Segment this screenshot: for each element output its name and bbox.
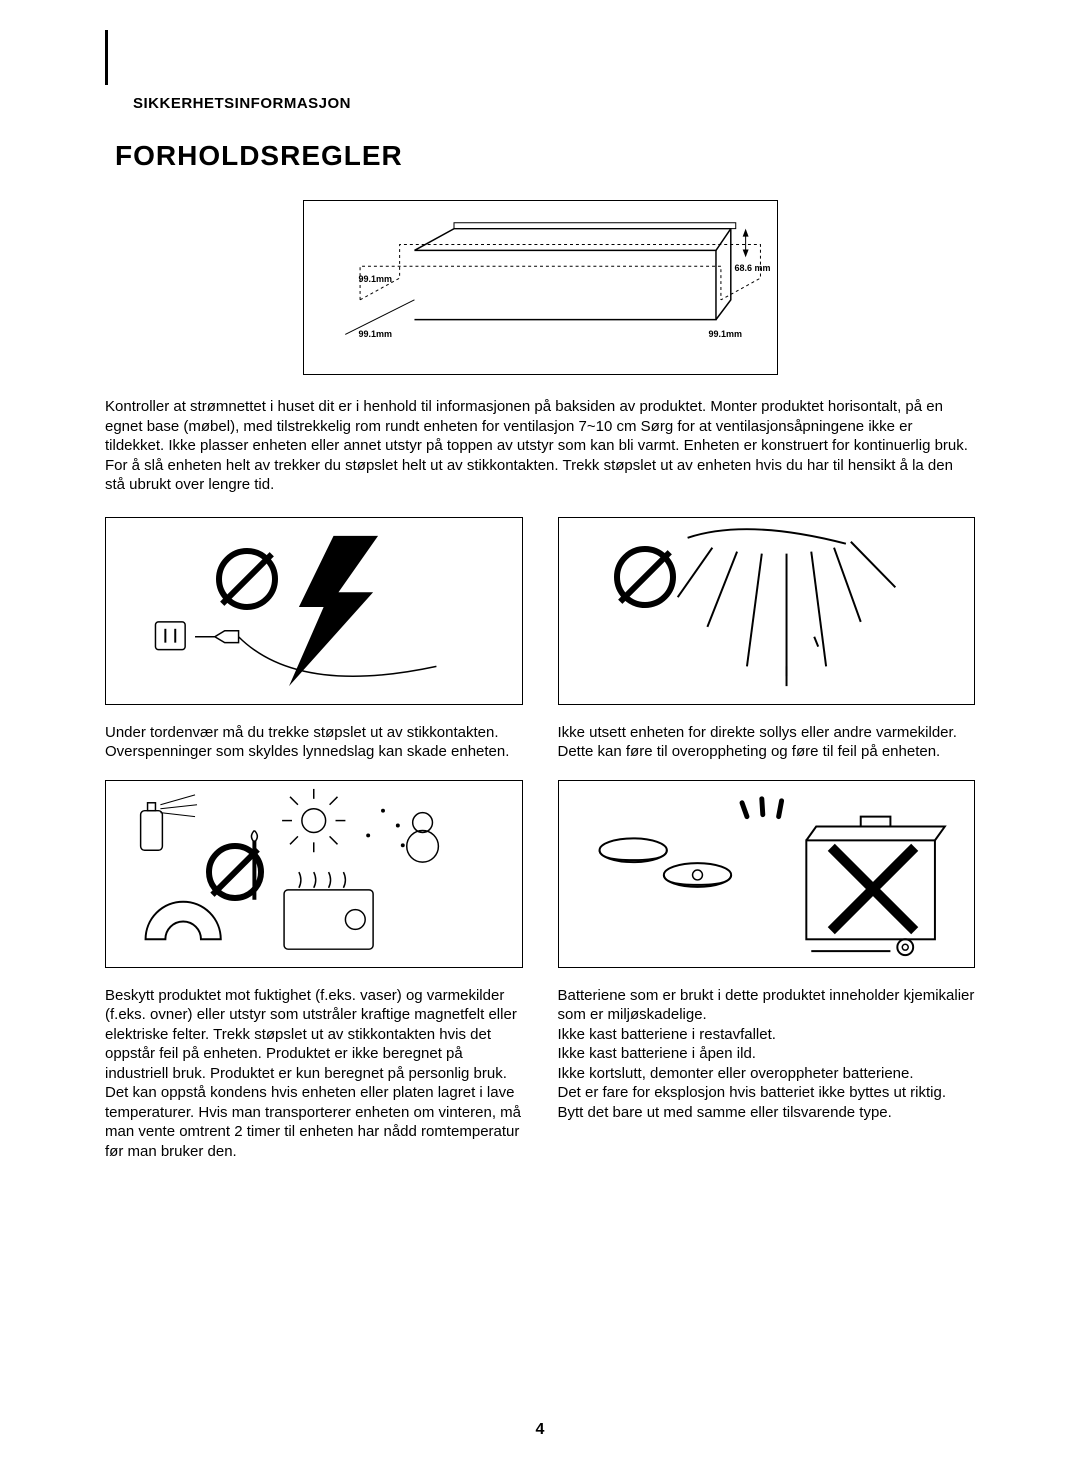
caption-lightning: Under tordenvær må du trekke støpslet ut… xyxy=(105,723,523,762)
dim-bottom-right: 99.1mm xyxy=(709,329,743,339)
dim-top: 99.1mm xyxy=(359,274,393,284)
prohibit-icon xyxy=(216,548,278,610)
left-column: Under tordenvær må du trekke støpslet ut… xyxy=(105,517,523,1180)
header-rule xyxy=(105,30,108,85)
right-column: Ikke utsett enheten for direkte sollys e… xyxy=(558,517,976,1180)
page-headline: FORHOLDSREGLER xyxy=(115,140,975,172)
prohibit-icon xyxy=(614,546,676,608)
illus-battery-disposal xyxy=(558,780,976,968)
illus-sun xyxy=(558,517,976,705)
dim-right: 68.6 mm xyxy=(734,263,770,273)
intro-paragraph: Kontroller at strømnettet i huset dit er… xyxy=(105,397,975,495)
caption-battery: Batteriene som er brukt i dette produkte… xyxy=(558,986,976,1123)
caption-hazards: Beskytt produktet mot fuktighet (f.eks. … xyxy=(105,986,523,1162)
clearance-diagram-svg xyxy=(304,201,777,374)
illus-lightning xyxy=(105,517,523,705)
caption-sun: Ikke utsett enheten for direkte sollys e… xyxy=(558,723,976,762)
illus-hazards xyxy=(105,780,523,968)
precaution-columns: Under tordenvær må du trekke støpslet ut… xyxy=(105,517,975,1180)
lightning-svg xyxy=(106,518,522,704)
page-number: 4 xyxy=(536,1421,545,1439)
clearance-diagram: 99.1mm 68.6 mm 99.1mm 99.1mm xyxy=(303,200,778,375)
section-label: SIKKERHETSINFORMASJON xyxy=(133,95,975,112)
sun-svg xyxy=(559,518,975,704)
prohibit-icon xyxy=(206,843,264,901)
hazards-svg xyxy=(106,781,522,967)
x-icon xyxy=(814,830,932,948)
dim-bottom-left: 99.1mm xyxy=(359,329,393,339)
